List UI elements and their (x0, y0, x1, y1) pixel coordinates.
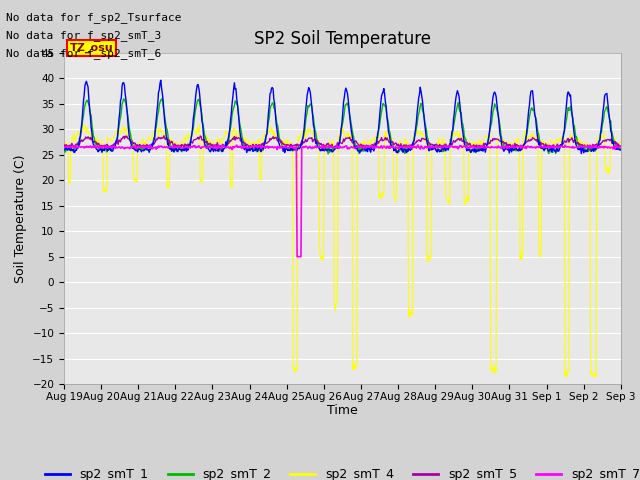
Text: No data for f_sp2_smT_3: No data for f_sp2_smT_3 (6, 30, 162, 41)
Text: No data for f_sp2_Tsurface: No data for f_sp2_Tsurface (6, 12, 182, 23)
Legend: sp2_smT_1, sp2_smT_2, sp2_smT_4, sp2_smT_5, sp2_smT_7: sp2_smT_1, sp2_smT_2, sp2_smT_4, sp2_smT… (40, 463, 640, 480)
Text: No data for f_sp2_smT_6: No data for f_sp2_smT_6 (6, 48, 162, 60)
Text: TZ_osu: TZ_osu (70, 43, 113, 53)
Y-axis label: Soil Temperature (C): Soil Temperature (C) (13, 154, 27, 283)
Title: SP2 Soil Temperature: SP2 Soil Temperature (254, 30, 431, 48)
X-axis label: Time: Time (327, 405, 358, 418)
